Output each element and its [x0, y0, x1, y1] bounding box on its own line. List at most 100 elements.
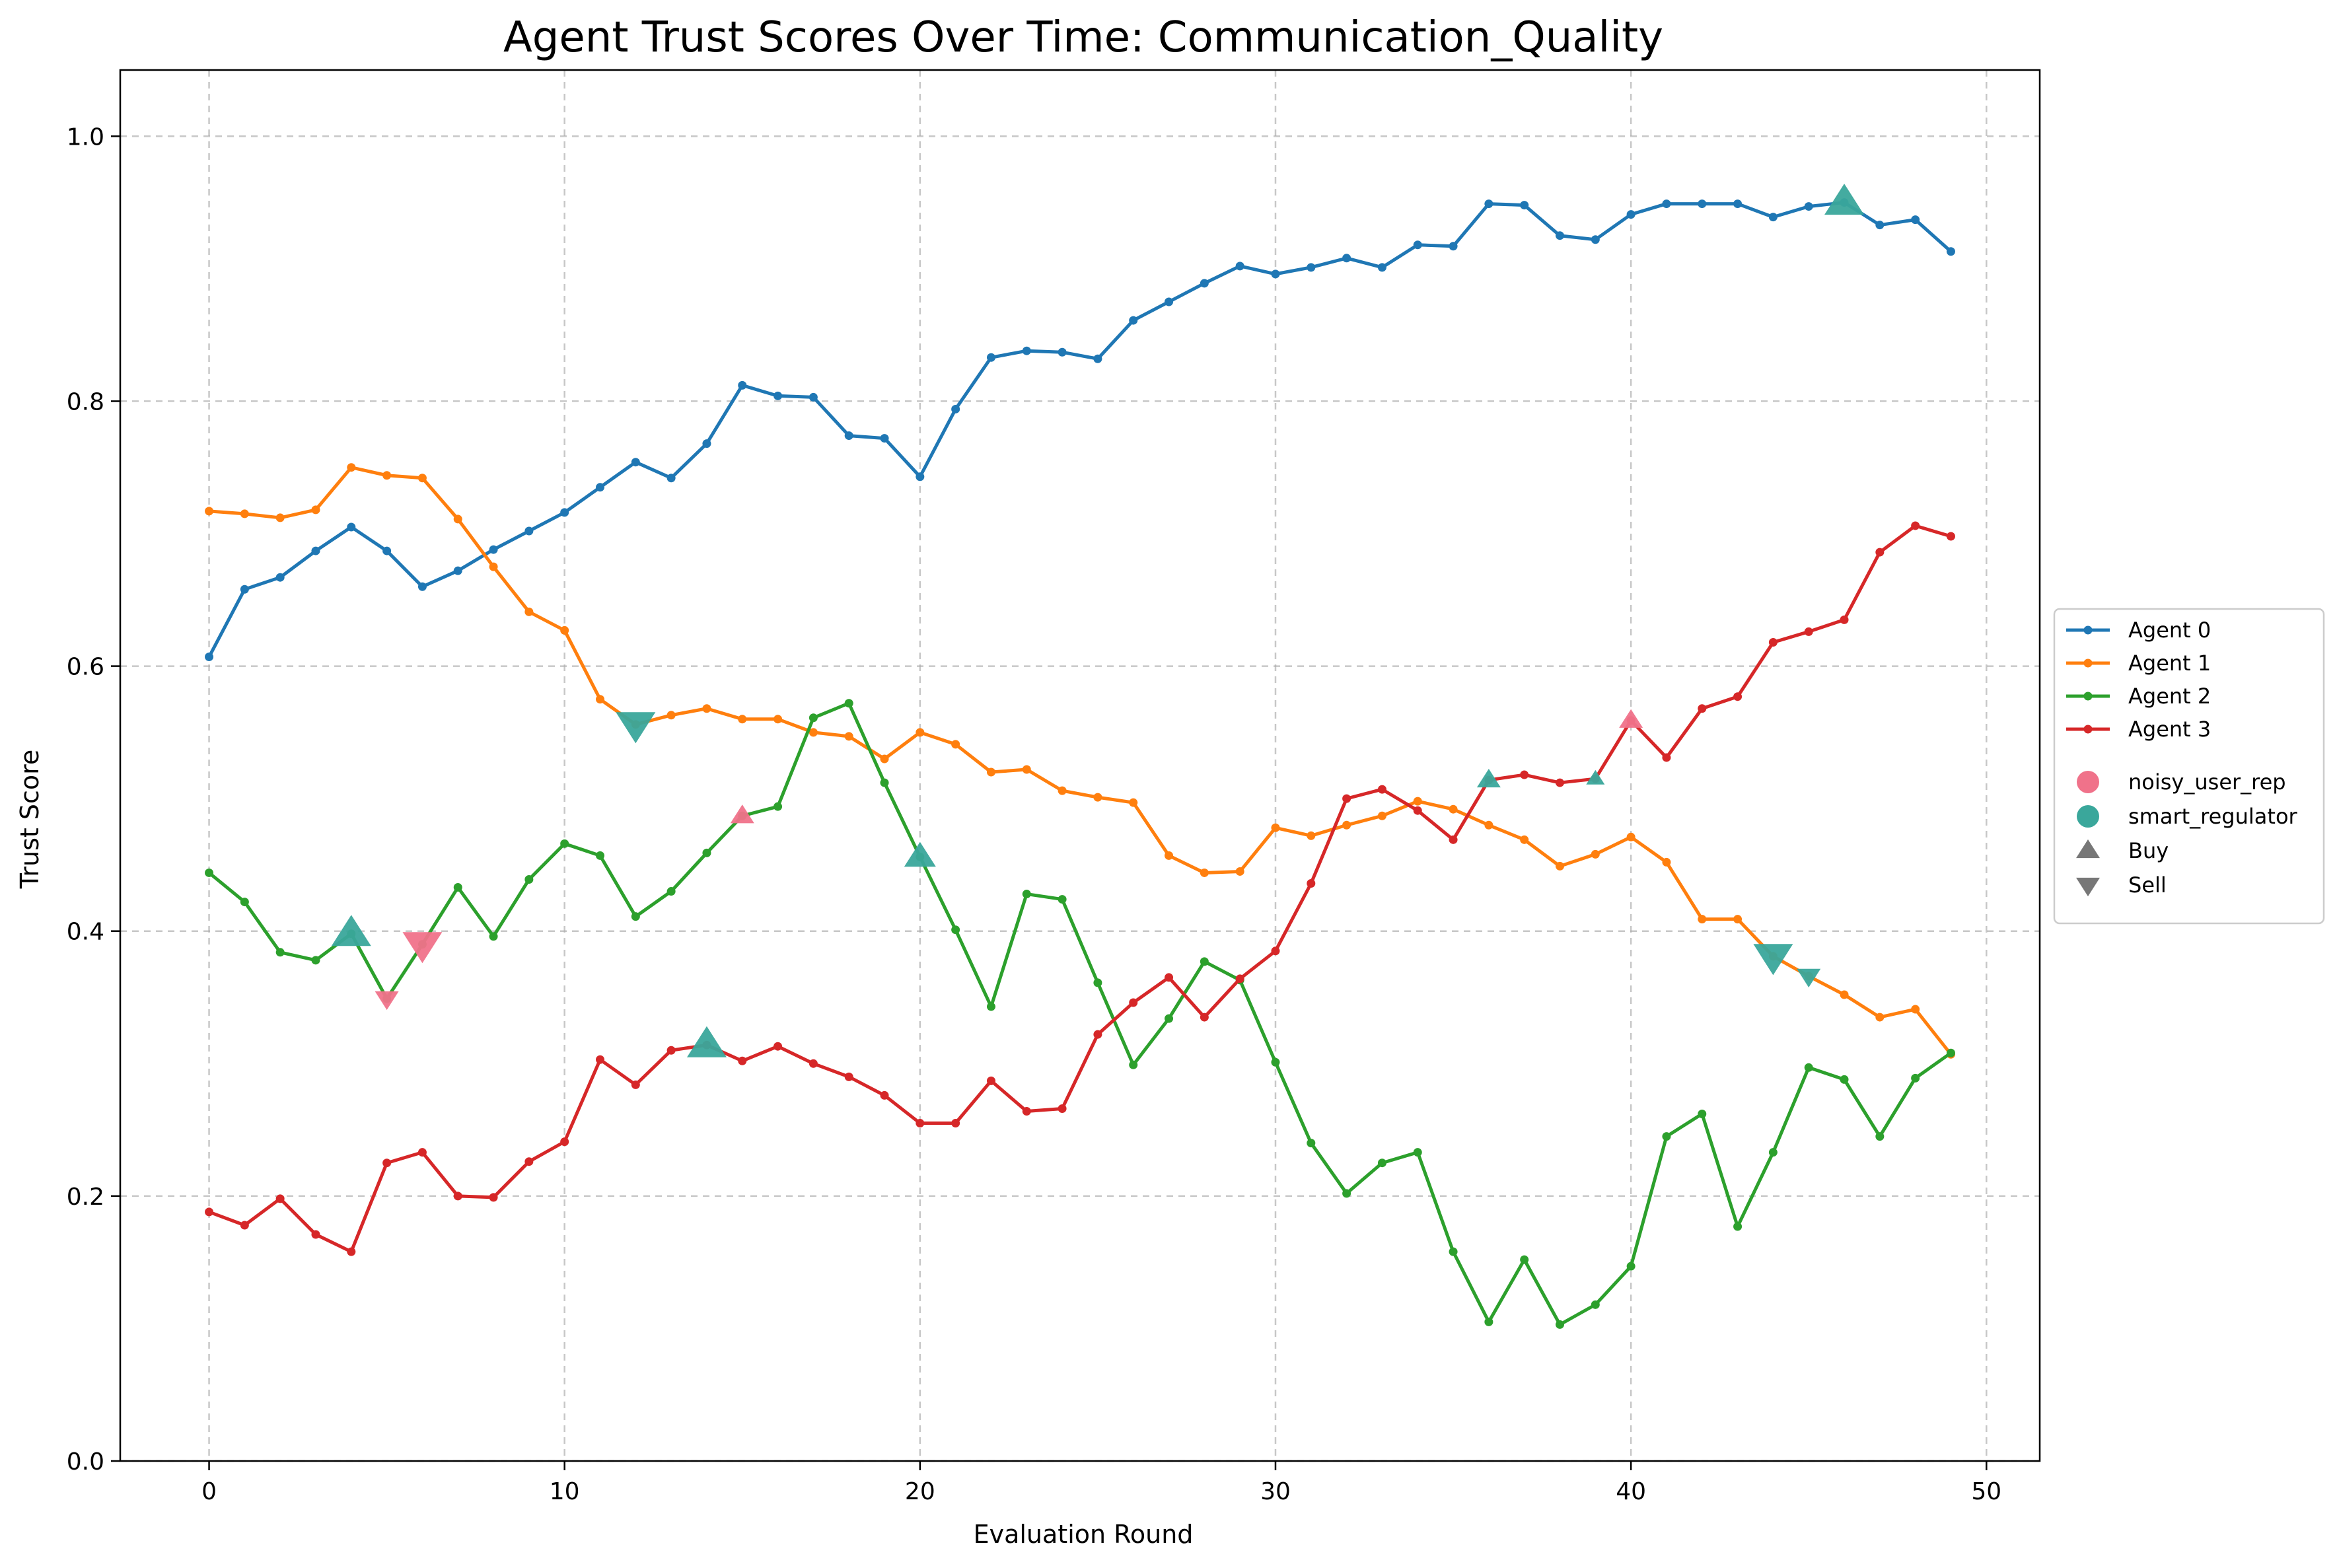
y-axis-label: Trust Score: [15, 750, 44, 890]
data-point: [844, 732, 853, 741]
data-point: [880, 778, 889, 787]
legend-action-swatch: [2076, 839, 2100, 859]
data-point: [1662, 857, 1671, 867]
data-point: [1377, 811, 1386, 820]
data-point: [1022, 890, 1031, 899]
data-point: [809, 1059, 818, 1068]
x-tick-label: 30: [1260, 1478, 1291, 1505]
data-point: [489, 545, 498, 554]
data-point: [1484, 820, 1493, 830]
data-point: [1271, 269, 1280, 279]
data-point: [951, 404, 960, 413]
buy-marker: [331, 915, 371, 946]
data-point: [1662, 199, 1671, 209]
legend-action-swatch: [2076, 877, 2100, 897]
data-point: [453, 515, 462, 524]
y-tick-label: 0.4: [67, 919, 104, 946]
legend-agent-type-swatch: [2077, 771, 2099, 793]
data-point: [1058, 786, 1067, 795]
data-point: [1591, 1300, 1600, 1309]
data-point: [453, 566, 462, 575]
legend-point-swatch: [2083, 625, 2093, 635]
data-point: [916, 472, 925, 481]
data-point: [1733, 692, 1743, 701]
data-point: [1377, 785, 1386, 794]
data-point: [1093, 978, 1102, 987]
data-point: [738, 715, 747, 724]
legend-label: Agent 2: [2128, 684, 2211, 709]
data-point: [560, 839, 569, 848]
data-point: [489, 932, 498, 941]
data-point: [1733, 199, 1743, 209]
data-point: [986, 353, 995, 362]
data-point: [382, 1158, 392, 1168]
data-point: [417, 582, 427, 591]
data-point: [1271, 1057, 1280, 1067]
data-point: [347, 522, 356, 532]
data-point: [1449, 835, 1458, 844]
data-point: [844, 699, 853, 708]
x-axis-label: Evaluation Round: [974, 1520, 1194, 1549]
legend-point-swatch: [2083, 725, 2093, 734]
data-point: [1840, 1075, 1849, 1084]
data-point: [1307, 263, 1316, 272]
sell-marker: [1753, 944, 1793, 976]
series-agent-2: [205, 699, 1955, 1329]
data-point: [275, 1194, 285, 1203]
data-point: [1093, 1030, 1102, 1039]
data-point: [560, 508, 569, 517]
x-tick-label: 0: [201, 1478, 217, 1505]
legend-label: Agent 1: [2128, 651, 2211, 676]
data-point: [1129, 998, 1138, 1007]
data-point: [1271, 946, 1280, 956]
data-point: [1556, 231, 1564, 240]
data-point: [809, 392, 818, 402]
data-point: [560, 1137, 569, 1147]
data-point: [631, 1080, 640, 1089]
data-point: [666, 1046, 676, 1055]
data-point: [1484, 1317, 1493, 1326]
data-point: [1875, 1132, 1885, 1141]
y-tick-label: 0.0: [67, 1448, 104, 1476]
data-point: [1875, 1013, 1885, 1022]
data-point: [417, 474, 427, 483]
data-point: [1556, 1320, 1564, 1329]
data-point: [1626, 210, 1636, 219]
data-point: [1556, 861, 1564, 871]
data-point: [1698, 704, 1707, 713]
series-line: [207, 201, 1953, 658]
data-point: [205, 507, 214, 516]
series-line: [209, 466, 1953, 1055]
data-point: [1165, 973, 1174, 982]
data-point: [1022, 765, 1031, 774]
data-point: [666, 711, 676, 720]
data-point: [524, 607, 534, 616]
buy-marker: [1824, 184, 1865, 215]
data-point: [738, 380, 747, 390]
data-point: [1768, 1148, 1778, 1157]
data-point: [809, 713, 818, 723]
data-point: [560, 625, 569, 635]
legend-point-swatch: [2083, 692, 2093, 701]
data-point: [1556, 778, 1564, 787]
data-point: [1911, 1073, 1920, 1083]
data-point: [1662, 1132, 1671, 1141]
data-point: [1520, 201, 1529, 210]
data-point: [240, 1221, 249, 1230]
data-point: [702, 848, 711, 857]
legend-label: smart_regulator: [2128, 804, 2298, 829]
data-point: [205, 1207, 214, 1217]
data-point: [1875, 548, 1885, 557]
series-agent-1: [205, 463, 1955, 1059]
data-point: [1804, 627, 1813, 636]
data-point: [1840, 990, 1849, 999]
data-point: [666, 474, 676, 483]
data-point: [489, 562, 498, 571]
data-point: [880, 1090, 889, 1100]
data-point: [347, 463, 356, 472]
data-point: [631, 458, 640, 467]
data-point: [1022, 346, 1031, 355]
data-point: [453, 883, 462, 892]
x-tick-label: 40: [1616, 1478, 1646, 1505]
data-point: [417, 1148, 427, 1157]
